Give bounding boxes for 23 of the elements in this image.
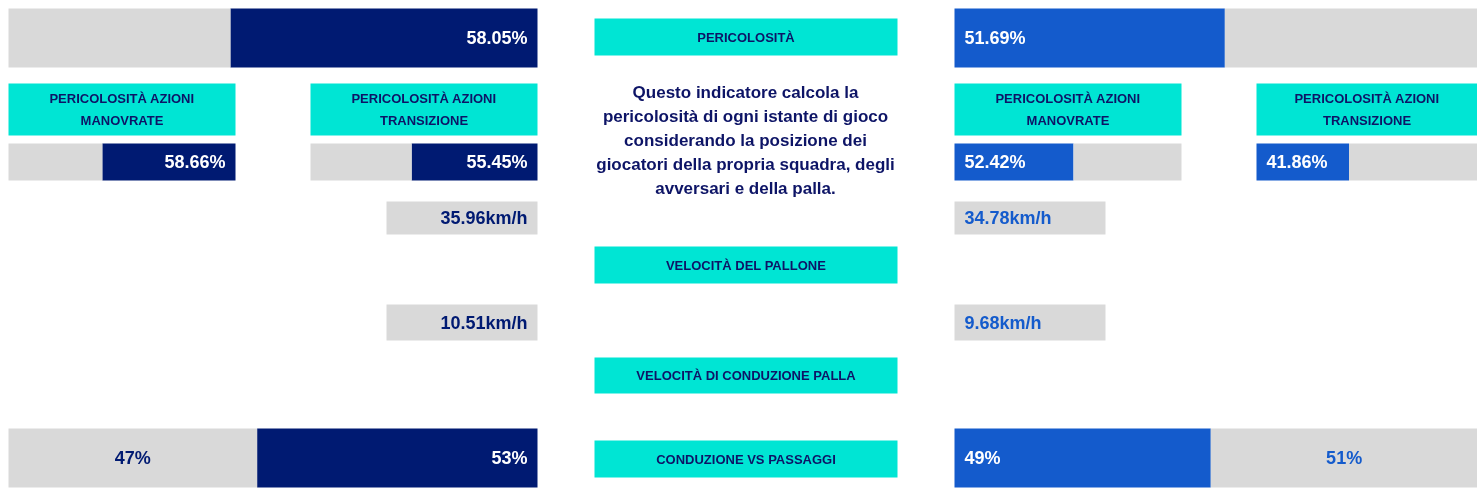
text: PERICOLOSITÀ [697, 29, 796, 45]
data-label: 41.86% [1266, 152, 1328, 172]
data-label: 47% [114, 448, 151, 468]
data-label: 58.66% [164, 152, 226, 172]
text: Questo indicatore calcola la pericolosità di ogni istante di gioco considerando la posizione dei giocatori della propria squadra, degli avversari e della palla. [596, 83, 895, 198]
data-label: 52.42% [964, 152, 1026, 172]
text: 9.68km/h [964, 312, 1042, 333]
text: 35.96km/h [440, 208, 528, 228]
chart-title: PERICOLOSITÀ AZIONI MANOVRATE [995, 91, 1141, 128]
text: CONDUZIONE VS PASSAGGI [656, 451, 836, 467]
data-label: 51.69% [964, 28, 1026, 48]
data-label: 53% [491, 448, 528, 468]
text: VELOCITÀ DI CONDUZIONE PALLA [636, 368, 857, 383]
text: 34.78km/h [964, 208, 1052, 228]
text: VELOCITÀ DEL PALLONE [665, 257, 827, 273]
text: 10.51km/h [440, 312, 528, 333]
data-label: 49% [964, 448, 1001, 468]
chart-title: PERICOLOSITÀ AZIONI TRANSIZIONE [1294, 91, 1440, 128]
data-label: 55.45% [466, 152, 528, 172]
data-label: 51% [1326, 448, 1363, 468]
data-label: 58.05% [466, 28, 528, 48]
chart-title: PERICOLOSITÀ AZIONI TRANSIZIONE [351, 91, 497, 128]
chart-title: PERICOLOSITÀ AZIONI MANOVRATE [49, 91, 195, 128]
